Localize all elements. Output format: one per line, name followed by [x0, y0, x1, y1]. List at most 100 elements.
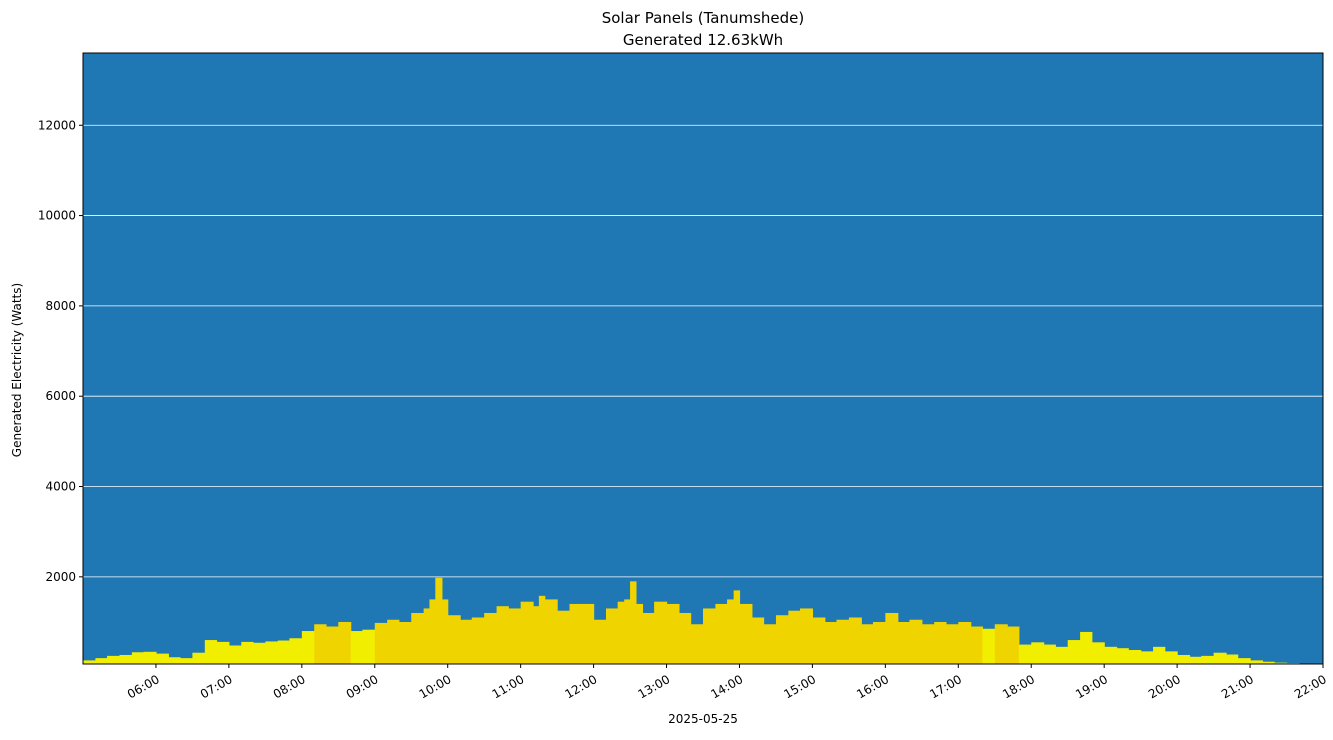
area-segment: [429, 599, 435, 664]
y-tick-label: 2000: [45, 570, 76, 584]
x-axis-label: 2025-05-25: [668, 712, 738, 726]
y-tick-label: 8000: [45, 299, 76, 313]
area-segment: [1238, 658, 1251, 664]
area-segment: [387, 620, 399, 664]
y-axis-label: Generated Electricity (Watts): [10, 283, 24, 457]
area-segment: [594, 620, 607, 664]
y-tick-label: 6000: [45, 389, 76, 403]
y-tick-label: 10000: [38, 209, 76, 223]
area-segment: [265, 641, 278, 664]
area-segment: [362, 630, 375, 664]
area-segment: [836, 620, 849, 664]
x-tick-label: 22:00: [1292, 672, 1329, 701]
area-segment: [351, 631, 363, 664]
area-segment: [1080, 632, 1092, 664]
x-tick-label: 09:00: [344, 672, 381, 701]
area-segment: [1250, 660, 1263, 664]
area-segment: [180, 658, 193, 664]
area-segment: [107, 656, 120, 664]
area-segment: [934, 622, 946, 664]
x-tick-label: 16:00: [854, 672, 891, 701]
area-segment: [192, 653, 205, 664]
area-segment: [1019, 645, 1032, 664]
area-segment: [497, 606, 509, 664]
area-segment: [1128, 650, 1141, 664]
area-segment: [570, 604, 582, 664]
x-tick-label: 14:00: [708, 672, 745, 701]
area-segment: [812, 617, 825, 664]
area-segment: [849, 617, 862, 664]
area-segment: [971, 627, 983, 664]
area-segment: [715, 604, 727, 664]
area-segment: [508, 608, 521, 664]
area-segment: [1226, 655, 1238, 664]
area-segment: [253, 643, 266, 664]
area-segment: [776, 615, 789, 664]
x-tick-label: 21:00: [1219, 672, 1256, 701]
x-tick-label: 06:00: [125, 672, 162, 701]
area-segment: [995, 624, 1008, 664]
area-segment: [752, 617, 764, 664]
area-segment: [800, 608, 813, 664]
x-tick-label: 12:00: [563, 672, 600, 701]
area-segment: [326, 627, 339, 664]
area-segment: [581, 604, 594, 664]
area-segment: [885, 613, 898, 664]
area-segment: [1104, 647, 1117, 664]
area-segment: [1092, 642, 1105, 664]
x-tick-label: 18:00: [1000, 672, 1037, 701]
area-segment: [144, 652, 157, 664]
area-segment: [873, 622, 886, 664]
x-tick-label: 08:00: [271, 672, 308, 701]
x-tick-label: 07:00: [198, 672, 235, 701]
area-segment: [338, 622, 351, 664]
area-segment: [460, 620, 472, 664]
area-segment: [399, 622, 412, 664]
area-segment: [1165, 651, 1178, 664]
x-tick-label: 17:00: [927, 672, 964, 701]
area-segment: [1177, 655, 1190, 664]
area-segment: [216, 642, 229, 664]
area-segment: [909, 620, 922, 664]
area-segment: [922, 624, 935, 664]
area-segment: [679, 613, 691, 664]
area-segment: [958, 622, 971, 664]
area-segment: [132, 652, 144, 664]
area-segment: [83, 660, 96, 664]
chart-subtitle: Generated 12.63kWh: [623, 31, 783, 49]
x-tick-label: 15:00: [781, 672, 818, 701]
x-tick-label: 20:00: [1146, 672, 1183, 701]
x-tick-label: 13:00: [635, 672, 672, 701]
area-segment: [448, 615, 461, 664]
area-segment: [289, 638, 302, 664]
area-segment: [1007, 627, 1019, 664]
area-segment: [825, 622, 837, 664]
y-tick-label: 4000: [45, 480, 76, 494]
area-segment: [472, 617, 485, 664]
area-segment: [642, 613, 654, 664]
area-segment: [435, 578, 442, 664]
area-segment: [533, 606, 539, 664]
area-segment: [982, 629, 995, 664]
area-segment: [739, 604, 752, 664]
x-tick-label: 11:00: [490, 672, 527, 701]
area-segment: [442, 599, 448, 664]
area-segment: [539, 596, 545, 664]
area-segment: [1153, 647, 1165, 664]
area-segment: [521, 602, 534, 664]
area-segment: [630, 581, 636, 664]
area-segment: [734, 590, 740, 664]
area-segment: [1190, 657, 1202, 664]
area-segment: [168, 657, 180, 664]
area-segment: [1055, 647, 1068, 664]
area-segment: [1068, 640, 1081, 664]
area-segment: [727, 599, 734, 664]
area-segment: [764, 624, 777, 664]
area-segment: [411, 613, 424, 664]
area-segment: [278, 641, 290, 664]
area-segment: [1141, 651, 1154, 664]
